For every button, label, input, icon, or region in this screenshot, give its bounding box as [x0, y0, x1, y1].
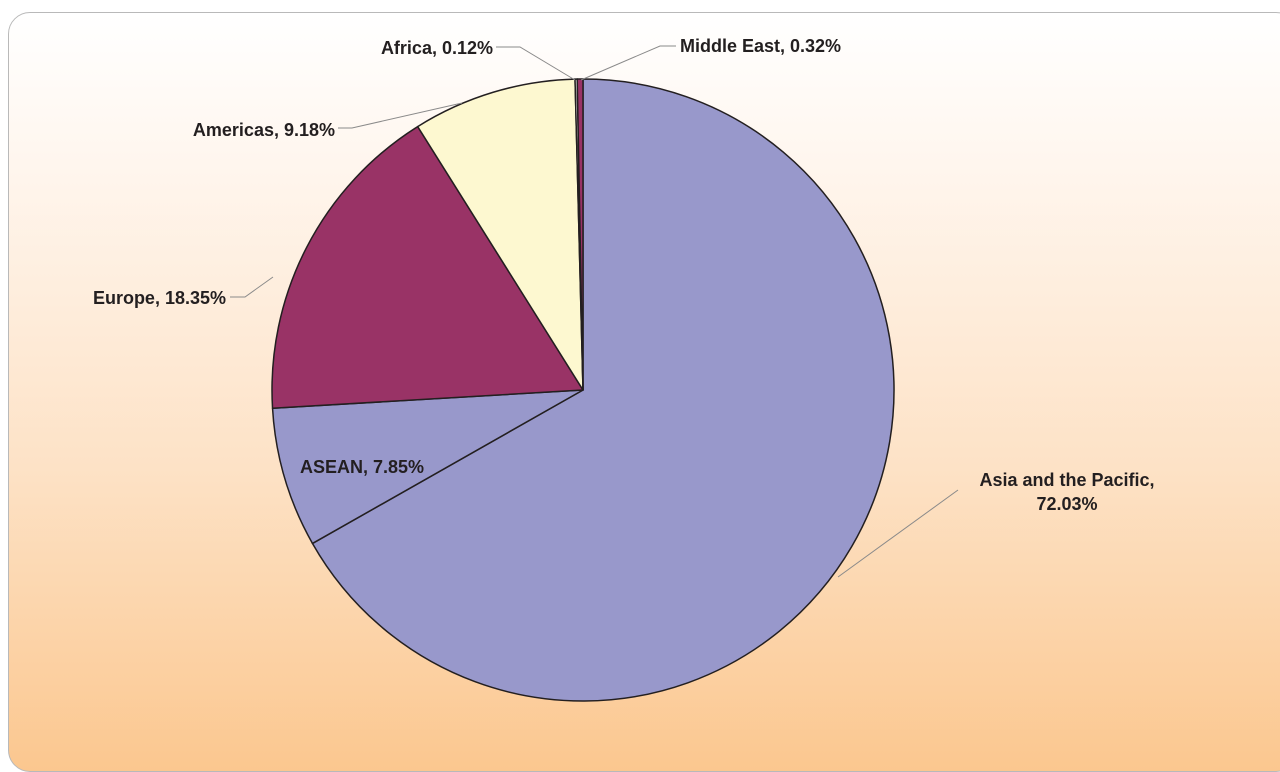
data-label: ASEAN, 7.85%	[300, 455, 424, 479]
data-label: Middle East, 0.32%	[680, 34, 841, 58]
leader-line	[496, 47, 575, 80]
chart: Asia and the PacificASEANEuropeAmericasA…	[0, 0, 1280, 749]
page: Asia and the PacificASEANEuropeAmericasA…	[0, 0, 1280, 749]
data-label: Americas, 9.18%	[193, 118, 335, 142]
data-label: Europe, 18.35%	[93, 286, 226, 310]
data-label: Africa, 0.12%	[381, 36, 493, 60]
leader-line	[581, 46, 676, 80]
leader-line	[230, 277, 273, 297]
data-label: Asia and the Pacific, 72.03%	[952, 468, 1182, 516]
